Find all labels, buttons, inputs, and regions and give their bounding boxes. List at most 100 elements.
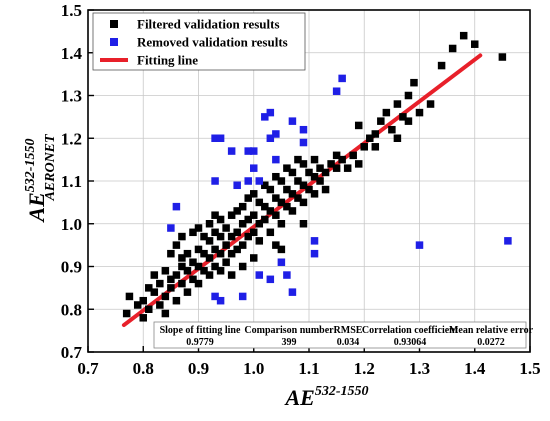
point-filtered xyxy=(371,143,380,151)
y-tick-label: 1.4 xyxy=(61,44,83,63)
point-filtered xyxy=(205,254,214,262)
point-filtered xyxy=(167,275,175,284)
point-filtered xyxy=(150,271,159,279)
point-filtered xyxy=(283,164,291,172)
point-filtered xyxy=(205,237,214,245)
point-filtered xyxy=(277,245,286,254)
point-filtered xyxy=(272,241,280,249)
point-filtered xyxy=(283,202,291,211)
point-filtered xyxy=(299,220,308,228)
point-filtered xyxy=(205,220,214,228)
point-filtered xyxy=(377,117,385,125)
point-removed xyxy=(283,271,291,279)
point-removed xyxy=(238,292,247,301)
y-tick-label: 1.5 xyxy=(61,1,82,20)
point-filtered xyxy=(332,164,341,172)
point-filtered xyxy=(393,134,402,142)
point-filtered xyxy=(321,168,330,177)
point-filtered xyxy=(150,288,159,296)
point-filtered xyxy=(255,198,264,207)
stats-box xyxy=(153,321,527,349)
point-filtered xyxy=(172,296,181,305)
point-filtered xyxy=(310,155,319,164)
point-filtered xyxy=(250,190,258,198)
stats-value: 399 xyxy=(282,337,297,348)
y-tick-label: 1.2 xyxy=(61,129,82,148)
point-filtered xyxy=(222,258,230,266)
point-filtered xyxy=(299,181,308,190)
point-filtered xyxy=(178,232,186,241)
legend: Filtered validation results Removed valid… xyxy=(92,12,306,71)
point-removed xyxy=(250,164,258,172)
point-filtered xyxy=(238,202,247,211)
point-filtered xyxy=(471,40,479,48)
point-removed xyxy=(227,147,236,155)
point-filtered xyxy=(277,198,286,207)
point-removed xyxy=(266,275,275,284)
point-filtered xyxy=(183,288,192,296)
y-tick-label: 0.9 xyxy=(61,258,82,277)
point-removed xyxy=(211,134,219,142)
point-filtered xyxy=(211,228,219,237)
point-filtered xyxy=(283,185,291,194)
point-removed xyxy=(255,177,264,185)
point-filtered xyxy=(205,271,214,279)
point-filtered xyxy=(145,305,153,313)
point-filtered xyxy=(305,185,313,194)
point-removed xyxy=(233,181,241,190)
series-removed xyxy=(167,74,512,305)
point-filtered xyxy=(382,108,391,117)
y-axis-title: AE532-1550 AERONET xyxy=(23,133,58,224)
point-removed xyxy=(288,117,297,125)
legend-label: Removed validation results xyxy=(137,35,288,50)
point-filtered xyxy=(272,194,280,202)
point-removed xyxy=(244,147,252,155)
x-tick-label: 0.8 xyxy=(133,359,154,378)
point-filtered xyxy=(332,151,341,160)
point-filtered xyxy=(343,164,352,172)
x-tick-label: 1.1 xyxy=(298,359,319,378)
point-filtered xyxy=(250,211,258,219)
point-filtered xyxy=(426,100,435,108)
point-filtered xyxy=(294,177,302,185)
point-removed xyxy=(261,113,269,121)
point-filtered xyxy=(194,245,203,254)
point-filtered xyxy=(388,125,396,134)
point-filtered xyxy=(288,190,297,198)
point-filtered xyxy=(227,271,236,279)
stats-value: 0.0272 xyxy=(477,337,505,348)
point-removed xyxy=(211,177,219,185)
point-filtered xyxy=(354,160,363,168)
point-filtered xyxy=(399,113,407,121)
point-filtered xyxy=(183,249,192,258)
point-filtered xyxy=(299,198,308,207)
x-tick-label: 1.5 xyxy=(519,359,540,378)
point-filtered xyxy=(216,232,225,241)
legend-box xyxy=(92,12,306,71)
point-removed xyxy=(299,138,308,147)
point-removed xyxy=(272,155,280,164)
point-removed xyxy=(266,134,275,142)
y-axis-title-base: AE xyxy=(24,192,49,223)
point-filtered xyxy=(211,245,219,254)
point-filtered xyxy=(238,262,247,271)
point-filtered xyxy=(294,155,302,164)
point-filtered xyxy=(156,301,164,309)
point-filtered xyxy=(366,134,374,142)
point-filtered xyxy=(327,160,335,168)
point-filtered xyxy=(244,232,252,241)
point-filtered xyxy=(227,232,236,241)
point-removed xyxy=(244,177,252,185)
point-filtered xyxy=(316,177,324,185)
x-tick-label: 1.3 xyxy=(409,359,430,378)
stats-value: 0.93064 xyxy=(394,337,427,348)
point-filtered xyxy=(145,284,153,292)
point-filtered xyxy=(167,284,175,292)
point-removed xyxy=(167,224,175,232)
point-removed xyxy=(216,134,225,142)
legend-label: Fitting line xyxy=(137,53,198,68)
point-filtered xyxy=(161,309,170,318)
point-filtered xyxy=(238,241,247,249)
point-removed xyxy=(250,147,258,155)
